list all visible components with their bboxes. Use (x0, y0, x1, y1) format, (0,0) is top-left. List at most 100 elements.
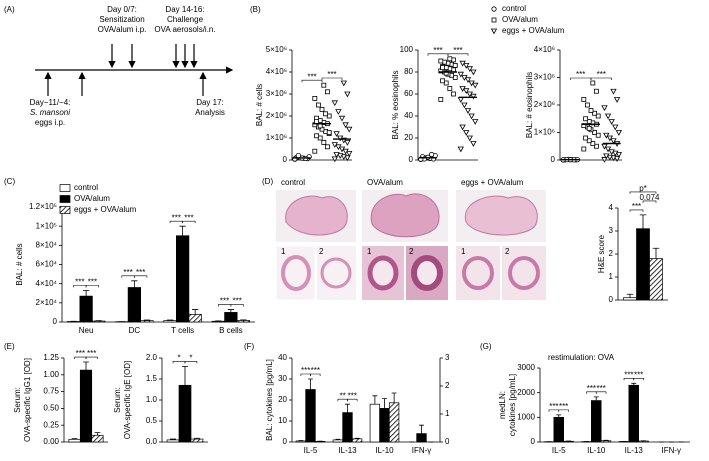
significance-bracket (642, 200, 657, 203)
timeline-text: eggs i.p. (35, 118, 65, 127)
panel-label: (B) (250, 5, 261, 14)
data-point (333, 131, 340, 137)
data-point (466, 91, 473, 98)
data-point (340, 80, 347, 87)
y-tick-label: 3×10⁶ (266, 89, 287, 98)
error-bar (372, 395, 378, 405)
data-point (613, 156, 621, 162)
y-tick-label: 0 (409, 155, 414, 164)
data-point (586, 119, 592, 124)
y2-tick-label: 2 (445, 381, 450, 390)
data-point (604, 146, 612, 153)
y-tick-label: 1.5 (146, 374, 158, 383)
y-tick-label: 2000 (517, 388, 535, 397)
significance-bracket (629, 191, 657, 194)
bar (127, 287, 141, 323)
bar (388, 402, 400, 443)
error-bar (308, 378, 313, 390)
airway (508, 256, 540, 290)
data-point (601, 143, 608, 150)
significance-label: *** (220, 297, 229, 306)
bar (636, 228, 650, 301)
panel-label: (G) (480, 342, 492, 351)
data-point (603, 132, 610, 139)
y-axis-label: Serum: (113, 387, 122, 413)
data-point (314, 119, 320, 124)
significance-label: *** (433, 46, 442, 55)
timeline-text: OVA aerosols/i.n. (154, 25, 215, 34)
y-tick-label: 1×10⁶ (534, 128, 555, 137)
data-point (346, 151, 353, 157)
data-point (586, 125, 592, 131)
timeline-text: Day 14-16: (165, 5, 204, 14)
bar (79, 369, 93, 443)
airway (367, 255, 399, 291)
error-bar (193, 437, 200, 440)
chart-subtitle: restimulation: OVA (548, 353, 615, 362)
legend-swatch (59, 195, 71, 203)
significance-label: *** (311, 366, 320, 375)
y2-tick-label: 3 (445, 353, 450, 362)
data-point (324, 89, 330, 95)
data-point (464, 77, 472, 84)
significance-label: ** (340, 391, 346, 400)
significance-bracket (301, 79, 323, 83)
y-tick-label: 8×10⁴ (36, 240, 58, 249)
y-axis-label: BAL: % eosinophils (391, 71, 400, 140)
y-tick-label: 0 (609, 295, 614, 304)
x-tick-label: IL-5 (552, 446, 566, 455)
legend-label: control (502, 4, 526, 13)
data-point (585, 102, 590, 108)
bar (79, 295, 93, 323)
data-point (335, 144, 342, 151)
zoom-label: 2 (505, 247, 510, 256)
y-tick-label: 20 (404, 133, 413, 142)
panel-label: (D) (262, 177, 273, 186)
x-tick-label: IFN-γ (661, 446, 681, 455)
bar (224, 312, 238, 323)
data-point (608, 149, 615, 156)
error-bar (391, 392, 397, 403)
significance-bracket (558, 409, 569, 412)
y-axis-label: cytokines [pg/mL] (508, 374, 517, 436)
legend-label: OVA/alum (74, 194, 110, 203)
bar (416, 433, 427, 443)
bar (623, 297, 637, 301)
bar (166, 439, 180, 443)
error-bar (652, 247, 660, 259)
data-point (321, 139, 327, 145)
image-title: eggs + OVA/alum (461, 178, 524, 187)
data-point (592, 130, 597, 135)
data-point (319, 107, 325, 112)
error-bar (83, 361, 89, 371)
significance-bracket (595, 391, 607, 394)
significance-label: *** (597, 70, 606, 79)
bar (379, 408, 390, 443)
bar (190, 438, 204, 443)
data-point (457, 146, 464, 153)
significance-bracket (310, 373, 321, 376)
data-point (595, 113, 601, 119)
y-axis-label: H&E score (597, 234, 606, 273)
y-tick-label: 0 (283, 437, 288, 446)
data-point (346, 126, 353, 133)
data-point (470, 141, 477, 147)
data-point (491, 17, 497, 23)
bar (369, 403, 381, 443)
y-tick-label: 0.50 (43, 404, 59, 413)
data-point (586, 138, 592, 144)
y-tick-label: 2×10⁶ (266, 111, 287, 120)
y-axis-label: BAL: # eosinophils (525, 72, 534, 138)
bar (342, 412, 353, 443)
data-point (317, 123, 323, 129)
significance-bracket (184, 361, 198, 364)
data-point (581, 146, 587, 152)
data-point (331, 156, 338, 163)
data-point (601, 157, 608, 163)
data-point (459, 124, 466, 131)
data-point (592, 110, 597, 116)
timeline-text: Sensitization (99, 15, 144, 24)
data-point (610, 88, 617, 95)
legend-label: eggs + OVA/alum (502, 26, 565, 35)
data-point (608, 119, 615, 125)
